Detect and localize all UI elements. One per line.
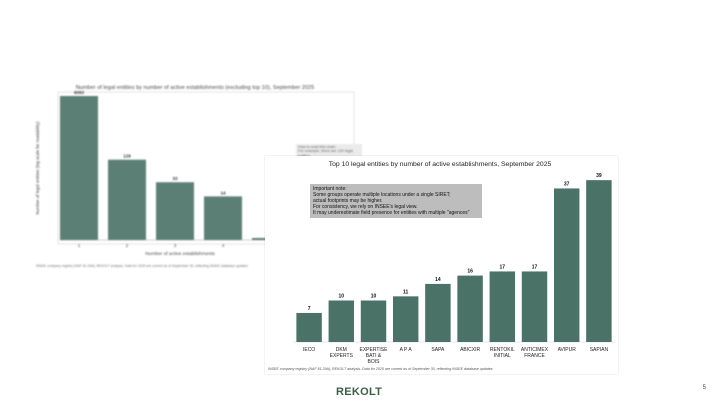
top10-tick-label: RENTOKIL INITIAL	[490, 347, 515, 359]
top10-bar	[392, 296, 419, 342]
top10-tick-label: ANTICIMEX FRANCE	[521, 347, 549, 359]
background-note-line: How to read this chart:	[298, 145, 336, 149]
top10-bar	[360, 300, 387, 342]
top10-tick-label: A P A	[400, 347, 413, 353]
top10-data-label: 37	[564, 181, 570, 187]
top10-bar	[457, 275, 483, 342]
background-tick-label: 2	[126, 243, 129, 248]
top10-tick-label: IECO	[303, 347, 315, 353]
background-bar	[204, 196, 242, 240]
background-y-axis-title: Number of legal entities (log scale for …	[35, 121, 40, 215]
top10-bar	[521, 271, 548, 342]
top10-data-label: 10	[371, 294, 377, 300]
note-line: It may underestimate field presence for …	[313, 210, 470, 216]
top10-data-label: 17	[500, 264, 506, 270]
top10-data-label: 17	[532, 264, 538, 270]
top10-data-label: 14	[435, 277, 441, 283]
top10-source: INSEE company registry (NAF 81.29A); REK…	[268, 367, 493, 371]
background-data-label: 6093	[74, 90, 85, 95]
top10-bar	[425, 283, 451, 342]
top10-tick-label: DKM EXPERTS	[330, 347, 354, 359]
top10-bar	[328, 300, 355, 342]
top10-chart-svg: Top 10 legal entities by number of activ…	[268, 161, 615, 371]
top10-data-label: 39	[596, 173, 602, 179]
top10-tick-label: EXPERTISE BATI & BOIS	[360, 347, 389, 365]
top10-chart-card: Top 10 legal entities by number of activ…	[265, 156, 618, 374]
background-note-line: For example, there are 129 legal entitie…	[298, 149, 353, 157]
background-bar	[60, 96, 98, 240]
top10-bar	[553, 188, 580, 342]
top10-data-label: 7	[308, 306, 311, 312]
top10-bar	[489, 271, 516, 342]
background-data-label: 129	[123, 154, 131, 159]
top10-tick-label: ABICXIR	[460, 347, 480, 353]
top10-tick-label: SAPA	[431, 347, 445, 353]
top10-chart-title: Top 10 legal entities by number of activ…	[329, 161, 552, 168]
page-number: 5	[702, 385, 706, 391]
top10-bar	[586, 180, 612, 342]
top10-data-label: 11	[403, 289, 409, 295]
top10-data-label: 10	[339, 294, 345, 300]
background-data-label: 33	[172, 176, 178, 181]
background-data-label: 14	[220, 190, 226, 195]
top10-data-label: 16	[467, 269, 473, 275]
background-tick-label: 4	[222, 243, 225, 248]
background-tick-label: 3	[174, 243, 177, 248]
note-line: For consistency, we rely on INSEE's lega…	[313, 204, 418, 210]
background-bar	[108, 159, 146, 240]
important-note-box: Important note: Some groups operate mult…	[310, 184, 482, 218]
background-chart-title: Number of legal entities by number of ac…	[76, 85, 315, 91]
note-line: Important note:	[313, 186, 347, 192]
background-tick-label: 1	[78, 243, 81, 248]
note-line: Some groups operate multiple locations u…	[313, 192, 451, 198]
background-x-axis-title: Number of active establishments	[145, 251, 215, 257]
rekolt-logo: REKOLT	[336, 386, 383, 398]
background-bar	[156, 182, 194, 240]
top10-tick-label: SAPIAN	[590, 347, 609, 353]
top10-tick-label: AVIPUR	[558, 347, 577, 353]
background-chart-svg: Number of legal entities by number of ac…	[35, 85, 355, 268]
note-line: actual footprints may be higher.	[313, 198, 383, 204]
background-source: INSEE company registry (NAF 81.29A); REK…	[36, 264, 248, 268]
top10-bar	[296, 312, 322, 342]
